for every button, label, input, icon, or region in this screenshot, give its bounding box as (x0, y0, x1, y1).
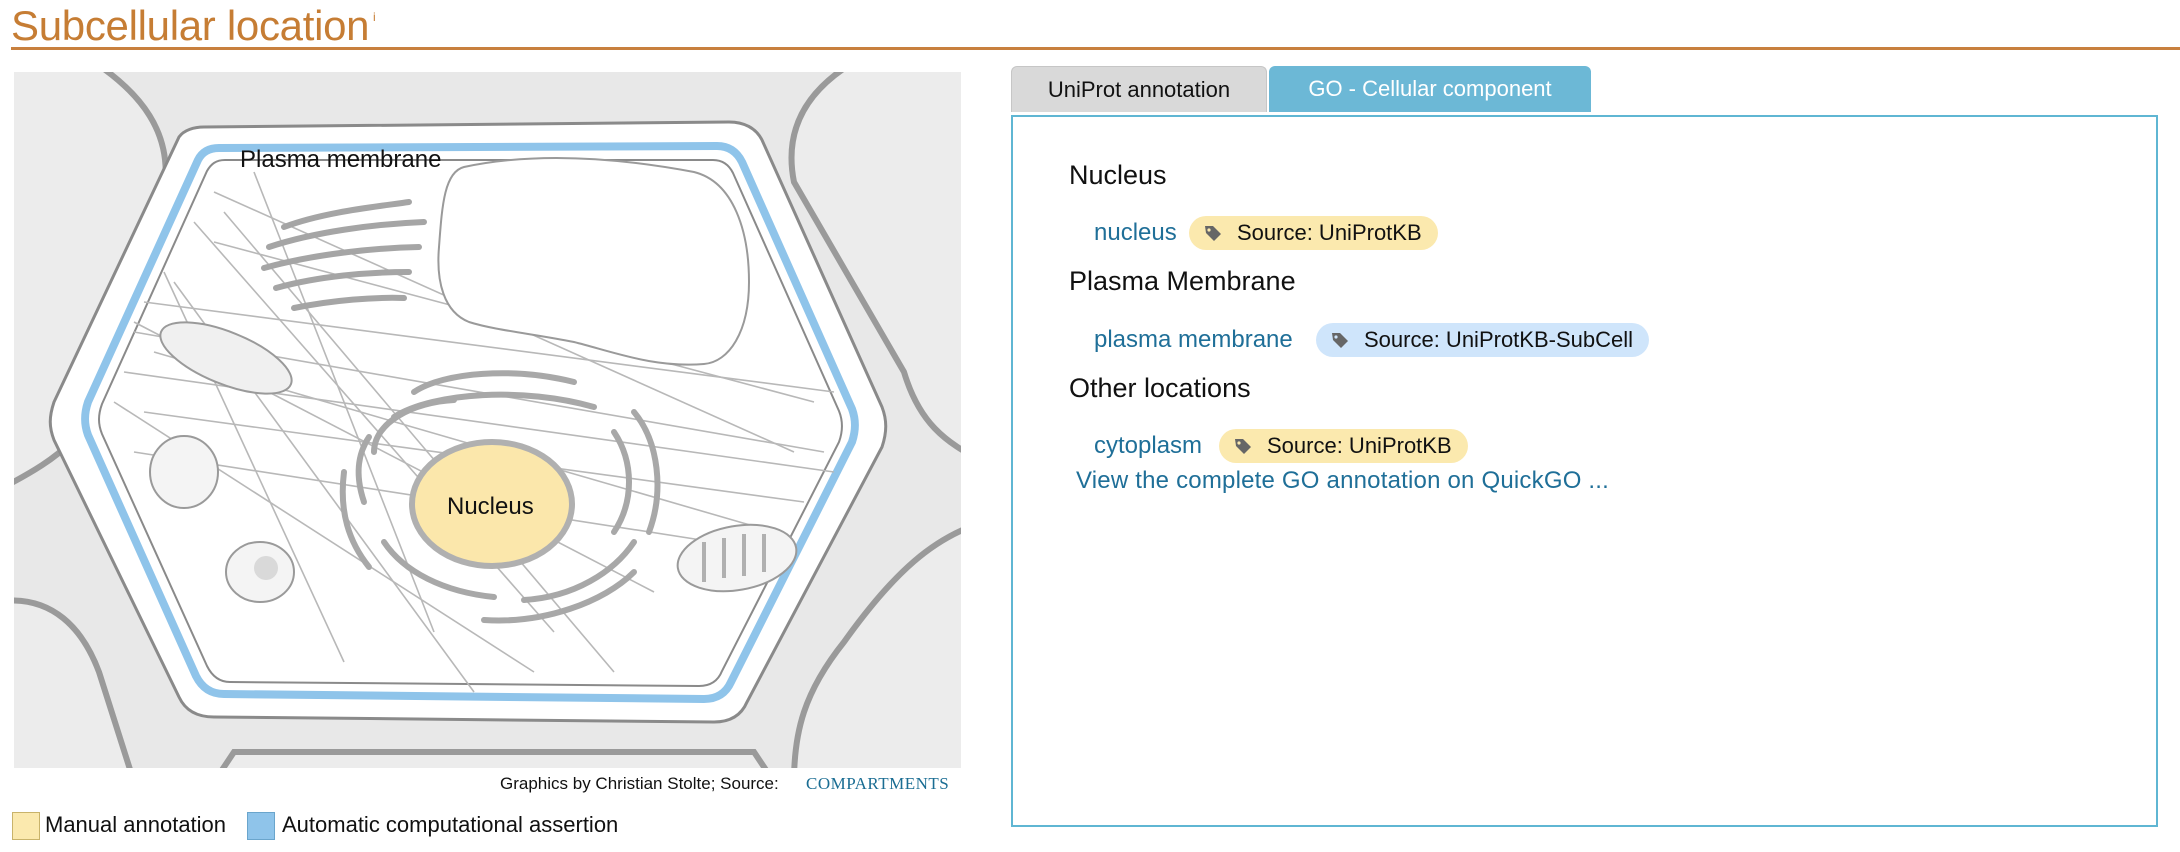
source-badge-cytoplasm[interactable]: Source: UniProtKB (1219, 429, 1468, 463)
manual-annotation-swatch (12, 812, 40, 840)
lysosome-shape (149, 435, 219, 509)
graphics-credit: Graphics by Christian Stolte; Source: (500, 774, 779, 793)
source-badge-plasma-membrane[interactable]: Source: UniProtKB-SubCell (1316, 323, 1650, 357)
automatic-assertion-swatch (247, 812, 275, 840)
page-title: Subcellular location (11, 2, 370, 49)
plasma-membrane-label: Plasma membrane (240, 146, 441, 173)
nucleus-label: Nucleus (447, 493, 534, 520)
mitochondrion-cristae (702, 534, 766, 582)
golgi-apparatus (261, 199, 427, 311)
mitochondrion-right (676, 523, 798, 593)
mitochondrion-left (159, 321, 293, 395)
tag-icon (1235, 439, 1251, 454)
go-term-cytoplasm[interactable]: cytoplasm (1094, 432, 1203, 459)
neighbor-cells (14, 72, 961, 768)
section-heading-plasma-membrane: Plasma Membrane (1069, 266, 1296, 296)
vesicle-core (254, 556, 278, 580)
source-label: Source: UniProtKB (1237, 220, 1422, 245)
source-badge-nucleus[interactable]: Source: UniProtKB (1189, 216, 1438, 250)
go-term-nucleus[interactable]: nucleus (1094, 219, 1177, 246)
automatic-assertion-legend: Automatic computational assertion (282, 812, 619, 837)
go-term-plasma-membrane[interactable]: plasma membrane (1094, 326, 1293, 353)
plasma-membrane-shape (81, 141, 859, 704)
source-label: Source: UniProtKB (1267, 433, 1452, 458)
tag-icon (1205, 226, 1221, 241)
title-divider (11, 47, 2180, 50)
info-icon[interactable]: i (373, 10, 376, 24)
source-label: Source: UniProtKB-SubCell (1364, 327, 1634, 352)
manual-annotation-legend: Manual annotation (45, 812, 227, 837)
membrane-inner-line (98, 159, 843, 688)
nucleus-shape (409, 439, 575, 569)
vacuole-shape (437, 156, 751, 366)
quickgo-link[interactable]: View the complete GO annotation on Quick… (1076, 467, 1610, 494)
tag-icon (1332, 333, 1348, 348)
endoplasmic-reticulum (339, 370, 661, 624)
cell-diagram-svg: Plasma membrane Nucleus (14, 72, 961, 768)
section-heading-other-locations: Other locations (1069, 373, 1251, 403)
tab-go-cellular-component[interactable]: GO - Cellular component (1269, 66, 1591, 112)
cell-illustration: Plasma membrane Nucleus (14, 72, 961, 768)
tab-uniprot-annotation[interactable]: UniProt annotation (1011, 66, 1267, 112)
compartments-link[interactable]: COMPARTMENTS (806, 774, 950, 793)
section-heading-nucleus: Nucleus (1069, 160, 1167, 190)
